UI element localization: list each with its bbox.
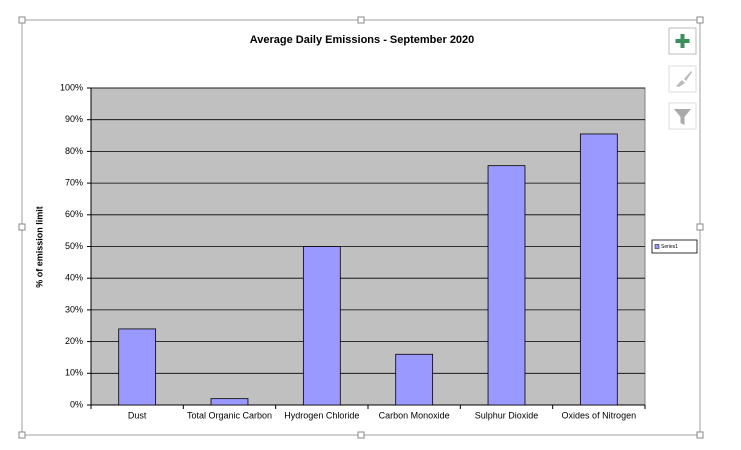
selection-handles (18, 16, 704, 439)
y-tick-label: 50% (65, 241, 83, 251)
y-tick-label: 100% (60, 82, 83, 92)
chart-filters-button[interactable] (668, 102, 697, 130)
y-tick-label: 90% (65, 114, 83, 124)
y-tick-label: 60% (65, 209, 83, 219)
y-tick-label: 70% (65, 177, 83, 187)
y-axis-title: % of emission limit (34, 206, 44, 288)
x-tick-label: Oxides of Nitrogen (562, 410, 637, 420)
y-tick-label: 20% (65, 336, 83, 346)
x-tick-label: Carbon Monoxide (379, 410, 450, 420)
x-tick-label: Total Organic Carbon (187, 410, 272, 420)
chart-elements-button[interactable] (668, 27, 697, 55)
x-tick-label: Hydrogen Chloride (284, 410, 359, 420)
x-tick-label: Sulphur Dioxide (475, 410, 539, 420)
y-tick-label: 0% (70, 399, 83, 409)
bar (302, 246, 341, 406)
x-tick-label: Dust (128, 410, 147, 420)
bar (579, 133, 618, 406)
chart-title: Average Daily Emissions - September 2020 (250, 34, 475, 46)
y-tick-label: 10% (65, 368, 83, 378)
legend-label: Series1 (661, 244, 678, 250)
chart-styles-button[interactable] (668, 65, 697, 93)
legend-swatch (654, 244, 660, 249)
bar (210, 398, 249, 406)
bar (395, 353, 434, 406)
y-tick-label: 80% (65, 146, 83, 156)
legend (651, 239, 698, 254)
y-tick-label: 30% (65, 304, 83, 314)
bar (487, 165, 526, 406)
y-tick-label: 40% (65, 273, 83, 283)
bar (118, 328, 157, 406)
